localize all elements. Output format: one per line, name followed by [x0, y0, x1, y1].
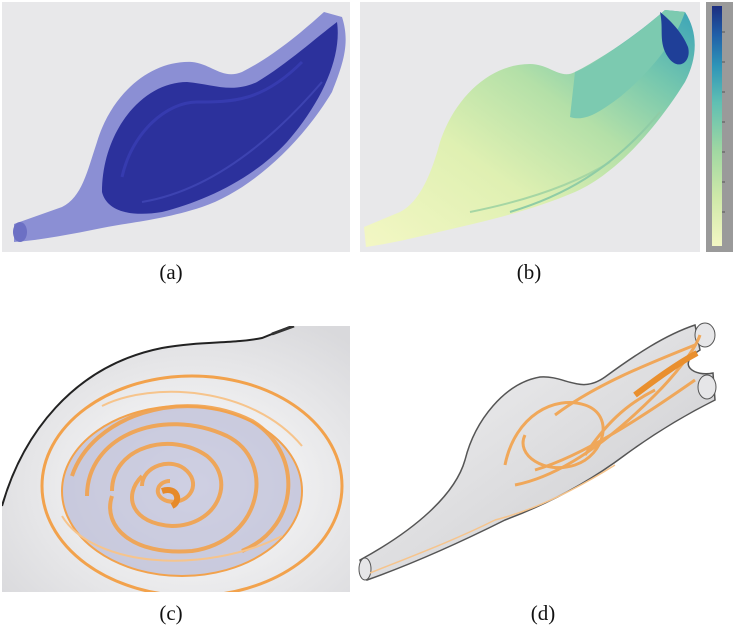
panel-b-colormapped-surface — [360, 2, 700, 252]
caption-d: (d) — [530, 601, 556, 625]
panel-c-vortex-closeup — [2, 326, 350, 592]
colorbar-legend-icon — [706, 2, 733, 252]
caption-b: (b) — [516, 260, 542, 284]
panel-a-translucent-surface — [2, 2, 350, 252]
caption-a: (a) — [159, 260, 183, 284]
panel-d-vessel-streamlines — [355, 305, 735, 590]
caption-c: (c) — [159, 601, 183, 625]
